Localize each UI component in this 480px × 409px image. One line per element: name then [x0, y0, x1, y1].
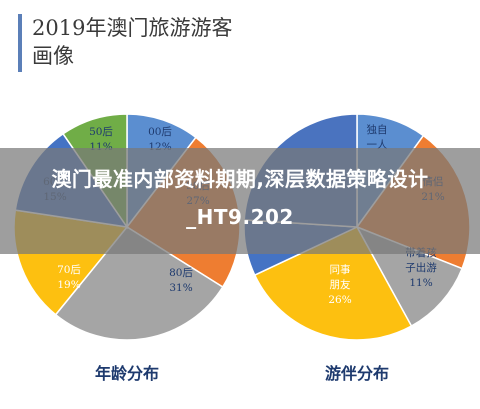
slice-label: 子出游	[405, 261, 437, 274]
slice-label: 80后	[169, 267, 193, 279]
pie-slice	[253, 226, 413, 341]
slice-label: 独自	[367, 123, 388, 136]
slice-label: 50后	[89, 126, 113, 138]
slice-value-label: 31%	[169, 282, 192, 294]
chart-caption: 年龄分布	[95, 364, 159, 383]
slice-label: 70后	[57, 264, 81, 276]
slice-label: 同事	[330, 263, 351, 276]
overlay-title: 澳门最准内部资料期期,深层数据策略设计_HT9.202	[51, 167, 429, 229]
chart-caption: 游伴分布	[325, 364, 389, 383]
slice-label: 00后	[148, 126, 172, 138]
slice-value-label: 11%	[409, 277, 432, 289]
slice-label: 朋友	[330, 278, 351, 291]
title-accent-bar	[18, 14, 22, 72]
slice-value-label: 26%	[328, 294, 351, 306]
overlay-banner	[0, 148, 480, 254]
slice-value-label: 19%	[57, 279, 80, 291]
page-title: 2019年澳门旅游游客画像	[32, 16, 233, 68]
pie-slice	[54, 226, 224, 341]
